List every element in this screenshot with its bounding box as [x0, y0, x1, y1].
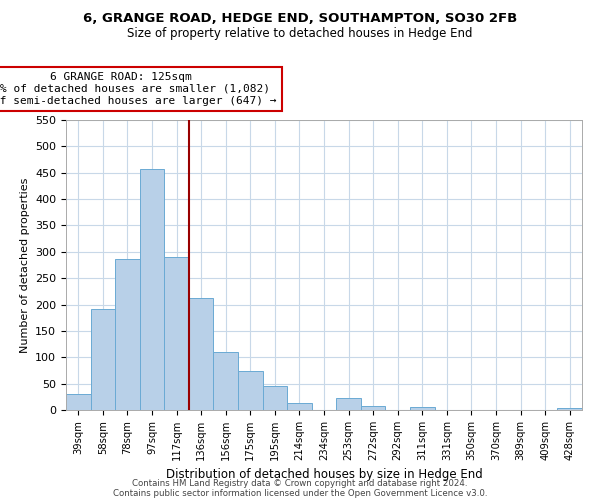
Y-axis label: Number of detached properties: Number of detached properties [20, 178, 29, 352]
X-axis label: Distribution of detached houses by size in Hedge End: Distribution of detached houses by size … [166, 468, 482, 481]
Bar [164, 256, 189, 410]
Bar [189, 298, 214, 410]
Bar [361, 406, 385, 410]
Bar [410, 408, 434, 410]
Text: Size of property relative to detached houses in Hedge End: Size of property relative to detached ho… [127, 28, 473, 40]
Text: 6, GRANGE ROAD, HEDGE END, SOUTHAMPTON, SO30 2FB: 6, GRANGE ROAD, HEDGE END, SOUTHAMPTON, … [83, 12, 517, 26]
Text: Contains public sector information licensed under the Open Government Licence v3: Contains public sector information licen… [113, 488, 487, 498]
Bar [91, 309, 115, 410]
Bar [287, 403, 312, 410]
Bar [66, 394, 91, 410]
Bar [115, 258, 140, 410]
Text: Contains HM Land Registry data © Crown copyright and database right 2024.: Contains HM Land Registry data © Crown c… [132, 478, 468, 488]
Bar [214, 352, 238, 410]
Text: 6 GRANGE ROAD: 125sqm
← 62% of detached houses are smaller (1,082)
37% of semi-d: 6 GRANGE ROAD: 125sqm ← 62% of detached … [0, 72, 277, 106]
Bar [263, 386, 287, 410]
Bar [238, 371, 263, 410]
Bar [557, 408, 582, 410]
Bar [336, 398, 361, 410]
Bar [140, 168, 164, 410]
